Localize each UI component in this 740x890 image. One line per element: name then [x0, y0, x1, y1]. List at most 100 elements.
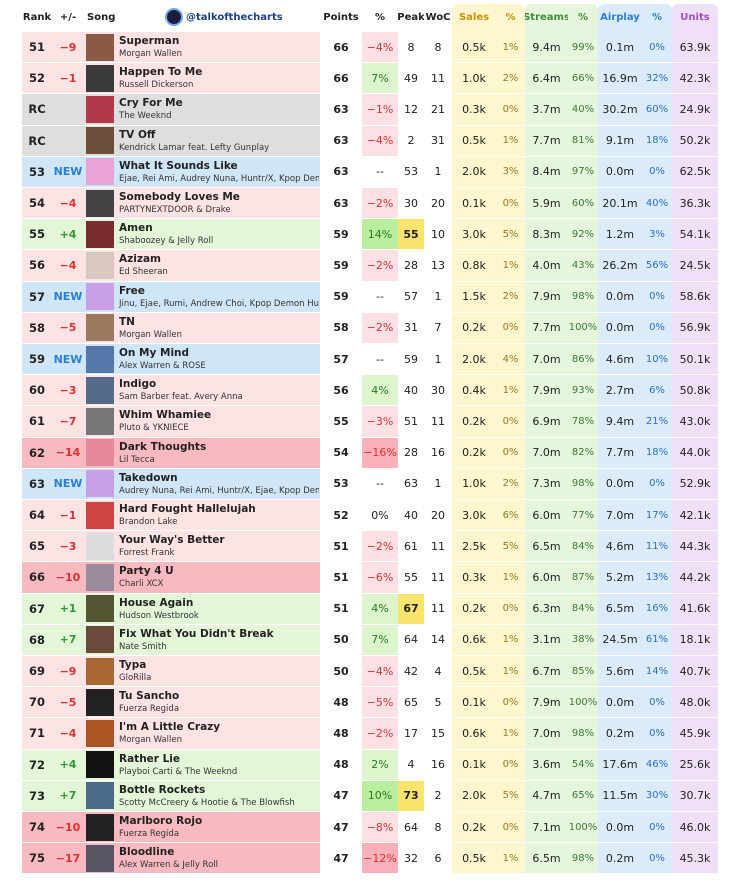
streams: 9.4m	[532, 40, 561, 54]
airplay-share: 0%	[649, 852, 665, 864]
airplay-share: 46%	[645, 759, 669, 771]
row-separator	[22, 218, 718, 220]
song-artist: The Weeknd	[119, 111, 172, 122]
song-title: Azizam	[119, 253, 161, 266]
row-background	[22, 749, 320, 780]
points: 55	[333, 414, 349, 428]
streams: 6.9m	[532, 414, 561, 428]
rank-change: +1	[59, 602, 77, 616]
sales: 0.1k	[462, 196, 486, 210]
rank: 53	[28, 164, 45, 179]
cover-art	[86, 813, 114, 841]
streams: 8.3m	[532, 227, 561, 241]
row-background	[22, 624, 320, 655]
cover-art	[86, 595, 114, 623]
song-title: Party 4 U	[119, 565, 174, 578]
airplay-share: 3%	[649, 228, 665, 240]
units: 36.3k	[679, 196, 711, 210]
airplay-share: 0%	[649, 478, 665, 490]
airplay-share: 13%	[645, 571, 669, 583]
row-background	[22, 780, 320, 811]
weeks-on-chart: 4	[434, 664, 442, 678]
streams-share: 92%	[571, 228, 595, 240]
points-change: 10%	[362, 780, 398, 811]
streams: 7.9m	[532, 290, 561, 304]
song-artist: Audrey Nuna, Rei Ami, Huntr/X, Ejae, Kpo…	[119, 485, 319, 496]
points-change: −12%	[362, 843, 398, 874]
points-change: −2%	[362, 718, 398, 749]
streams: 6.0m	[532, 508, 561, 522]
rank-change: NEW	[53, 290, 83, 304]
song-title: I'm A Little Crazy	[119, 721, 221, 734]
row-separator	[22, 374, 718, 376]
rank: 62	[28, 445, 45, 460]
sales: 0.5k	[462, 40, 486, 54]
peak: 40	[404, 383, 418, 397]
streams-share: 66%	[571, 72, 595, 84]
units: 56.9k	[679, 321, 711, 335]
weeks-on-chart: 11	[431, 570, 445, 584]
row-background	[22, 312, 320, 343]
airplay: 0.1m	[605, 40, 635, 54]
streams: 7.0m	[532, 352, 561, 366]
airplay-share: 0%	[649, 41, 665, 53]
streams-share: 100%	[568, 696, 598, 708]
row-separator	[22, 842, 718, 844]
sales-share: 5%	[502, 790, 519, 802]
streams-share: 100%	[568, 322, 598, 334]
rank: 71	[28, 726, 45, 741]
rank: 73	[28, 788, 45, 803]
points-change: 7%	[362, 624, 398, 655]
units: 54.1k	[679, 227, 711, 241]
cover-art	[86, 439, 114, 467]
streams-share: 85%	[571, 665, 595, 677]
cover-art	[86, 751, 114, 779]
points: 50	[333, 664, 349, 678]
peak: 64	[404, 633, 418, 647]
rank-change: −7	[59, 414, 77, 428]
song-artist: Scotty McCreery & Hootie & The Blowfish	[119, 797, 295, 808]
row-background	[22, 656, 320, 687]
row-background	[22, 687, 320, 718]
rank-change: −10	[55, 820, 81, 834]
song-artist: Jinu, Ejae, Rumi, Andrew Choi, Kpop Demo…	[119, 298, 319, 309]
peak: 49	[404, 71, 418, 85]
peak: 55	[404, 570, 418, 584]
song-artist: Shaboozey & Jelly Roll	[119, 236, 214, 247]
row-background	[22, 468, 320, 499]
streams-share: 43%	[571, 259, 595, 271]
song-title: Marlboro Rojo	[119, 815, 203, 827]
peak: 42	[404, 664, 418, 678]
points: 50	[333, 633, 349, 647]
row-background	[22, 718, 320, 749]
rank: 60	[28, 383, 45, 398]
rank: 57	[28, 289, 45, 304]
streams-share: 100%	[568, 821, 598, 833]
row-separator	[22, 686, 718, 688]
streams-share: 93%	[571, 384, 595, 396]
streams-share: 98%	[571, 727, 595, 739]
airplay-share: 10%	[645, 353, 669, 365]
peak: 31	[404, 321, 418, 335]
weeks-on-chart: 21	[431, 102, 445, 116]
song-artist: Ejae, Rei Ami, Audrey Nuna, Huntr/X, Kpo…	[119, 173, 319, 184]
weeks-on-chart: 11	[431, 71, 445, 85]
column-header: +/-	[59, 11, 77, 23]
column-band	[672, 4, 718, 875]
rank: 75	[28, 851, 45, 866]
streams: 7.7m	[532, 134, 561, 148]
airplay-share: 17%	[645, 509, 669, 521]
song-artist: GloRilla	[119, 673, 152, 683]
rank-change: −9	[59, 40, 77, 54]
airplay: 0.2m	[605, 726, 635, 740]
airplay: 6.5m	[605, 602, 635, 616]
column-header: Points	[323, 11, 359, 23]
cover-art	[86, 563, 114, 592]
points: 66	[333, 71, 349, 85]
sales: 0.2k	[462, 602, 486, 616]
sales-share: 0%	[502, 447, 519, 459]
row-separator	[22, 62, 718, 64]
sales: 0.2k	[462, 446, 486, 460]
weeks-on-chart: 1	[434, 477, 442, 491]
column-band	[525, 4, 598, 875]
